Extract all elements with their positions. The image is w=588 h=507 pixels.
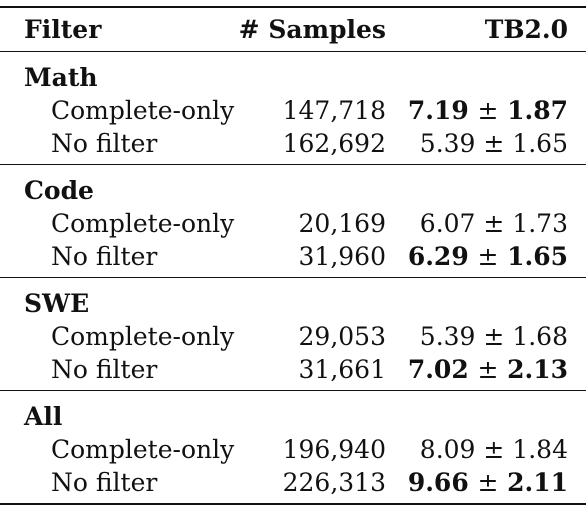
filter-cell: No filter — [51, 129, 158, 158]
tb-cell: 7.02 ± 2.13 — [408, 354, 568, 386]
bottom-rule — [0, 503, 586, 505]
filter-cell: No filter — [51, 355, 158, 384]
group-label: Math — [24, 63, 98, 92]
group-rule — [0, 277, 586, 278]
pm-sign: ± — [477, 242, 499, 271]
tb-cell: 5.39 ± 1.65 — [420, 128, 568, 160]
pm-sign: ± — [483, 435, 505, 464]
group-label: All — [24, 402, 63, 431]
header-samples: # Samples — [238, 15, 386, 44]
tb-cell: 6.07 ± 1.73 — [420, 208, 568, 240]
tb-cell: 6.29 ± 1.65 — [408, 241, 568, 273]
group-label-row: Code — [0, 175, 586, 207]
pm-sign: ± — [483, 322, 505, 351]
pm-sign: ± — [483, 129, 505, 158]
header-rule — [0, 51, 586, 52]
tb-std: 2.13 — [507, 355, 568, 384]
table-row: Complete-only 20,169 6.07 ± 1.73 — [0, 208, 586, 240]
tb-cell: 7.19 ± 1.87 — [408, 95, 568, 127]
tb-mean: 6.29 — [407, 242, 469, 271]
tb-cell: 9.66 ± 2.11 — [408, 467, 568, 499]
group-rule — [0, 390, 586, 391]
samples-cell: 196,940 — [282, 435, 386, 464]
tb-mean: 9.66 — [407, 468, 469, 497]
filter-cell: No filter — [51, 468, 158, 497]
tb-mean: 5.39 — [419, 129, 476, 158]
filter-cell: Complete-only — [51, 322, 235, 351]
group-label: SWE — [24, 289, 90, 318]
group-label-row: SWE — [0, 288, 586, 320]
top-rule — [0, 6, 586, 8]
header-tb: TB2.0 — [484, 15, 568, 44]
table-row: Complete-only 196,940 8.09 ± 1.84 — [0, 434, 586, 466]
table-row: No filter 226,313 9.66 ± 2.11 — [0, 467, 586, 499]
tb-mean: 7.19 — [407, 96, 469, 125]
samples-cell: 31,661 — [298, 355, 386, 384]
tb-mean: 7.02 — [407, 355, 469, 384]
tb-std: 1.65 — [512, 129, 568, 158]
table-row: No filter 31,661 7.02 ± 2.13 — [0, 354, 586, 386]
filter-cell: Complete-only — [51, 209, 235, 238]
table-row: Complete-only 147,718 7.19 ± 1.87 — [0, 95, 586, 127]
tb-std: 1.87 — [507, 96, 568, 125]
header-filter: Filter — [24, 15, 102, 44]
table-row: No filter 31,960 6.29 ± 1.65 — [0, 241, 586, 273]
tb-cell: 8.09 ± 1.84 — [420, 434, 568, 466]
tb-mean: 5.39 — [419, 322, 476, 351]
tb-cell: 5.39 ± 1.68 — [420, 321, 568, 353]
table-row: No filter 162,692 5.39 ± 1.65 — [0, 128, 586, 160]
pm-sign: ± — [477, 468, 499, 497]
group-label: Code — [24, 176, 94, 205]
group-label-row: Math — [0, 62, 586, 94]
pm-sign: ± — [477, 96, 499, 125]
filter-cell: Complete-only — [51, 435, 235, 464]
tb-std: 1.68 — [512, 322, 568, 351]
header-row: Filter # Samples TB2.0 — [0, 14, 586, 46]
samples-cell: 31,960 — [298, 242, 386, 271]
samples-cell: 226,313 — [282, 468, 386, 497]
pm-sign: ± — [477, 355, 499, 384]
tb-std: 1.84 — [512, 435, 568, 464]
samples-cell: 20,169 — [298, 209, 386, 238]
group-label-row: All — [0, 401, 586, 433]
tb-mean: 8.09 — [419, 435, 476, 464]
samples-cell: 162,692 — [282, 129, 386, 158]
group-rule — [0, 164, 586, 165]
samples-cell: 147,718 — [282, 96, 386, 125]
tb-std: 2.11 — [507, 468, 568, 497]
filter-cell: Complete-only — [51, 96, 235, 125]
filter-cell: No filter — [51, 242, 158, 271]
pm-sign: ± — [483, 209, 505, 238]
samples-cell: 29,053 — [298, 322, 386, 351]
tb-mean: 6.07 — [419, 209, 476, 238]
tb-std: 1.65 — [507, 242, 568, 271]
table-row: Complete-only 29,053 5.39 ± 1.68 — [0, 321, 586, 353]
tb-std: 1.73 — [512, 209, 568, 238]
